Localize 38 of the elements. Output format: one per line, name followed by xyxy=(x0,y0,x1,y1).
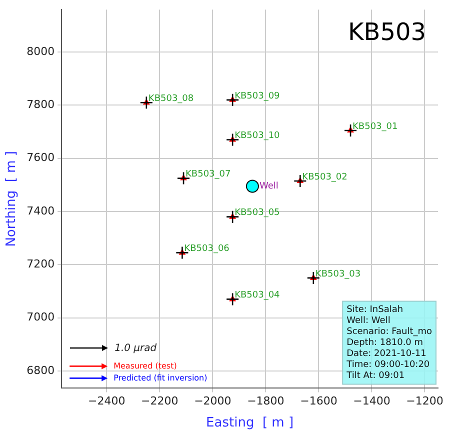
annotation: 1.0 μrad xyxy=(114,342,158,354)
data-label: KB503_10 xyxy=(234,131,280,142)
data-label: KB503_06 xyxy=(184,244,230,254)
x-tick-label: −2200 xyxy=(141,394,178,408)
annotation: Well: Well xyxy=(346,316,390,326)
x-tick-label: −1800 xyxy=(247,394,284,408)
chart-title: KB503 xyxy=(348,18,426,46)
data-label: KB503_03 xyxy=(315,269,361,280)
x-tick-label: −1200 xyxy=(406,394,444,408)
y-tick-label: 7600 xyxy=(26,151,55,164)
x-tick-label: −1600 xyxy=(300,394,338,408)
legend-label: Predicted (fit inversion) xyxy=(114,373,208,382)
x-tick-label: −2000 xyxy=(194,394,232,408)
data-label: KB503_01 xyxy=(352,122,398,132)
annotation: Depth: 1810.0 m xyxy=(346,338,424,348)
data-label: KB503_04 xyxy=(234,290,280,301)
x-axis-title: Easting [ m ] xyxy=(206,416,294,431)
annotation: Time: 09:00-10:20 xyxy=(346,360,430,370)
data-label: KB503_05 xyxy=(234,208,280,218)
y-tick-label: 7000 xyxy=(26,310,55,324)
data-label: KB503_07 xyxy=(186,170,231,180)
annotation: Scenario: Fault_mo xyxy=(346,327,432,338)
data-label: KB503_08 xyxy=(148,94,194,104)
data-label: Well xyxy=(259,182,278,192)
annotation: Site: InSalah xyxy=(346,305,404,316)
data-label: KB503_02 xyxy=(302,172,348,182)
y-tick-label: 7800 xyxy=(26,98,55,112)
x-tick-label: −1400 xyxy=(353,394,390,408)
annotation: Tilt At: 09:01 xyxy=(346,371,405,382)
annotation: Date: 2021-10-11 xyxy=(346,349,426,360)
y-tick-label: 7200 xyxy=(26,258,55,271)
x-tick-label: −2400 xyxy=(88,394,126,408)
y-tick-label: 6800 xyxy=(26,364,55,377)
legend-label: Measured (test) xyxy=(114,361,177,370)
data-label: KB503_09 xyxy=(234,91,280,102)
y-axis-title: Northing [ m ] xyxy=(4,150,20,247)
y-tick-label: 7400 xyxy=(26,204,55,218)
y-tick-label: 8000 xyxy=(26,44,55,58)
